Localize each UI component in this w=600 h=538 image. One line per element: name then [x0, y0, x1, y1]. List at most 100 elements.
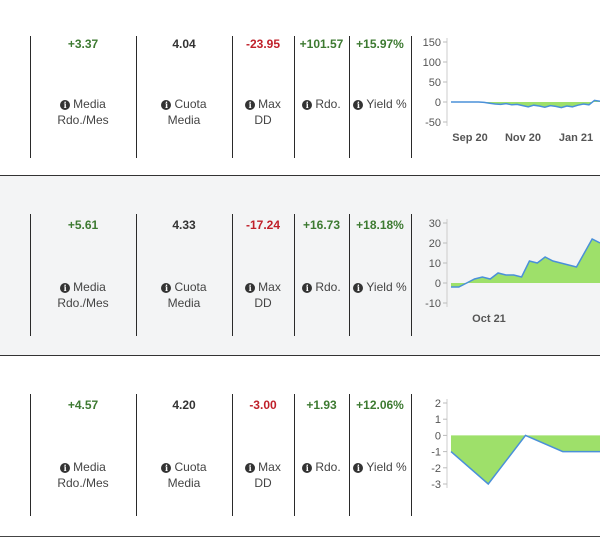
- stat-label-text: Yield %: [366, 280, 407, 294]
- stat-value-maxdd: -17.24: [245, 218, 281, 232]
- stat-cell-maxdd: -23.95 i Max DD: [232, 0, 294, 181]
- stat-cell-media: +4.57 i Media Rdo./Mes: [30, 356, 136, 536]
- equity-area: [451, 239, 600, 287]
- info-icon[interactable]: i: [60, 463, 71, 473]
- y-tick-label: 100: [423, 57, 441, 69]
- stat-value-yield: +12.06%: [356, 398, 404, 412]
- stat-cell-rdo: +1.93 i Rdo.: [294, 356, 349, 536]
- stat-cell-cuota: 4.04 i Cuota Media: [136, 0, 232, 181]
- stat-label-text: Max: [258, 460, 281, 474]
- stats-row-3: +4.57 i Media Rdo./Mes 4.20 i Cuota Media -3.00 i…: [0, 356, 600, 536]
- info-icon[interactable]: i: [302, 283, 313, 293]
- column-divider: [136, 36, 137, 158]
- equity-line: [450, 434, 600, 486]
- stat-value-rdo: +1.93: [306, 398, 337, 412]
- info-icon[interactable]: i: [353, 100, 364, 110]
- stat-value-media: +3.37: [67, 37, 99, 51]
- stat-value-cuota: 4.20: [172, 398, 196, 412]
- stat-label-maxdd[interactable]: i Max DD: [232, 96, 294, 128]
- stat-label-maxdd[interactable]: i Max DD: [232, 459, 294, 491]
- stat-label-yield[interactable]: i Yield %: [349, 279, 411, 295]
- info-icon[interactable]: i: [60, 283, 71, 293]
- stat-label-text: Media: [73, 460, 106, 474]
- y-tick-label: 50: [429, 77, 441, 89]
- stat-value-media: +5.61: [67, 218, 99, 232]
- column-divider: [349, 36, 350, 158]
- stat-label-yield[interactable]: i Yield %: [349, 96, 411, 112]
- info-icon[interactable]: i: [302, 463, 313, 473]
- stat-cell-media: +5.61 i Media Rdo./Mes: [30, 176, 136, 355]
- equity-line: [451, 99, 600, 109]
- y-tick-label: -3: [431, 479, 441, 491]
- info-icon[interactable]: i: [245, 283, 256, 293]
- stat-label-yield[interactable]: i Yield %: [349, 459, 411, 475]
- stat-label-text: Cuota: [174, 97, 207, 111]
- stat-label-cuota[interactable]: i Cuota Media: [136, 96, 232, 128]
- y-tick-label: -50: [425, 117, 441, 129]
- stat-label-maxdd[interactable]: i Max DD: [232, 279, 294, 311]
- stat-label-text: Cuota: [174, 460, 207, 474]
- stat-label-text: Media: [167, 296, 201, 310]
- stat-label-text: Max: [258, 97, 281, 111]
- stat-cell-yield: +12.06% i Yield %: [349, 356, 411, 536]
- stat-value-cuota: 4.04: [172, 37, 196, 51]
- stat-label-text: Rdo./Mes: [57, 476, 109, 490]
- equity-mini-chart[interactable]: 150 100 50 0 -50 Sep 20 Nov 20 Jan 21: [411, 31, 600, 171]
- stat-cell-yield: +18.18% i Yield %: [349, 176, 411, 355]
- stat-cell-rdo: +101.57 i Rdo.: [294, 0, 349, 181]
- equity-mini-chart[interactable]: 2 1 0 -1 -2 -3: [411, 392, 600, 532]
- info-icon[interactable]: i: [60, 100, 71, 110]
- stat-value-rdo: +16.73: [302, 218, 341, 232]
- column-divider: [30, 36, 31, 158]
- y-tick-label: 30: [429, 218, 441, 230]
- stat-label-text: Max: [258, 280, 281, 294]
- stat-label-text: DD: [254, 113, 272, 127]
- column-divider: [232, 394, 233, 516]
- stat-label-text: DD: [254, 476, 272, 490]
- stat-label-text: Rdo./Mes: [57, 296, 109, 310]
- info-icon[interactable]: i: [161, 463, 172, 473]
- divider: [0, 536, 600, 537]
- stat-cell-cuota: 4.33 i Cuota Media: [136, 176, 232, 355]
- column-divider: [232, 214, 233, 336]
- stat-value-maxdd: -3.00: [249, 398, 277, 412]
- stat-label-cuota[interactable]: i Cuota Media: [136, 279, 232, 311]
- x-tick-label: Oct 21: [472, 313, 506, 325]
- info-icon[interactable]: i: [302, 100, 313, 110]
- y-tick-label: 0: [435, 278, 441, 290]
- info-icon[interactable]: i: [161, 100, 172, 110]
- stat-label-text: Rdo.: [315, 280, 341, 294]
- column-divider: [294, 394, 295, 516]
- info-icon[interactable]: i: [353, 463, 364, 473]
- column-divider: [294, 36, 295, 158]
- stat-label-media[interactable]: i Media Rdo./Mes: [30, 459, 136, 491]
- column-divider: [294, 214, 295, 336]
- stat-label-text: Rdo./Mes: [57, 113, 109, 127]
- y-tick-label: 2: [435, 398, 441, 410]
- column-divider: [349, 394, 350, 516]
- stat-label-rdo[interactable]: i Rdo.: [294, 279, 349, 295]
- stat-label-cuota[interactable]: i Cuota Media: [136, 459, 232, 491]
- stat-label-rdo[interactable]: i Rdo.: [294, 96, 349, 112]
- stat-value-maxdd: -23.95: [245, 37, 281, 51]
- stat-label-text: Yield %: [366, 460, 407, 474]
- info-icon[interactable]: i: [245, 463, 256, 473]
- x-tick-label: Nov 20: [505, 132, 541, 144]
- stat-label-text: Media: [73, 97, 106, 111]
- y-tick-label: 0: [435, 97, 441, 109]
- y-tick-label: -1: [431, 447, 441, 459]
- stat-cell-media: +3.37 i Media Rdo./Mes: [30, 0, 136, 181]
- info-icon[interactable]: i: [353, 283, 364, 293]
- column-divider: [232, 36, 233, 158]
- stat-cell-maxdd: -3.00 i Max DD: [232, 356, 294, 536]
- stat-label-media[interactable]: i Media Rdo./Mes: [30, 96, 136, 128]
- stat-value-rdo: +101.57: [299, 37, 344, 51]
- column-divider: [411, 36, 412, 158]
- stat-label-media[interactable]: i Media Rdo./Mes: [30, 279, 136, 311]
- info-icon[interactable]: i: [245, 100, 256, 110]
- info-icon[interactable]: i: [161, 283, 172, 293]
- stat-value-media: +4.57: [67, 398, 99, 412]
- column-divider: [30, 394, 31, 516]
- stat-label-rdo[interactable]: i Rdo.: [294, 459, 349, 475]
- equity-mini-chart[interactable]: 30 20 10 0 -10 Oct 21: [411, 212, 600, 352]
